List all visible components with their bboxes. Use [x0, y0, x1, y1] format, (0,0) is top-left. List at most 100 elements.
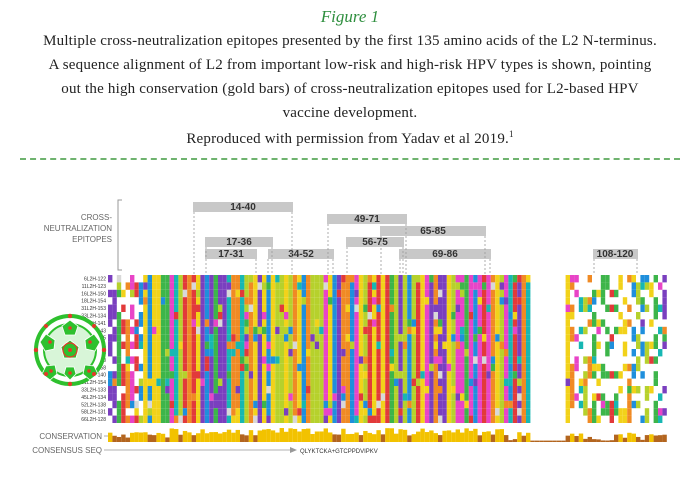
alignment-cell	[433, 378, 438, 386]
alignment-cell	[178, 393, 183, 401]
alignment-cell	[402, 386, 408, 394]
alignment-cell	[477, 304, 482, 312]
alignment-cell	[482, 356, 487, 364]
alignment-cell	[165, 349, 170, 357]
alignment-cell	[266, 275, 271, 283]
alignment-cell	[464, 289, 469, 298]
alignment-cell	[358, 378, 364, 386]
alignment-cell	[319, 371, 324, 379]
alignment-cell	[583, 393, 588, 401]
alignment-cell	[301, 319, 306, 327]
alignment-cell	[112, 386, 117, 394]
alignment-cell	[433, 386, 438, 394]
alignment-cell	[218, 334, 223, 342]
alignment-cell	[240, 289, 245, 298]
alignment-cell	[398, 371, 403, 379]
alignment-cell	[231, 349, 236, 357]
alignment-cell	[121, 415, 126, 423]
alignment-cell	[420, 356, 425, 364]
alignment-cell	[213, 393, 218, 401]
alignment-cell	[653, 378, 658, 386]
alignment-cell	[310, 297, 315, 305]
epitope-label-line-2: NEUTRALIZATION	[44, 224, 113, 233]
alignment-cell	[336, 334, 342, 342]
alignment-cell	[222, 400, 227, 409]
alignment-cell	[323, 386, 328, 394]
alignment-cell	[169, 371, 174, 379]
alignment-cell	[350, 408, 355, 416]
alignment-cell	[226, 349, 232, 357]
alignment-cell	[402, 341, 408, 349]
alignment-cell	[200, 393, 205, 401]
alignment-cell	[394, 408, 399, 416]
alignment-cell	[455, 415, 460, 423]
alignment-cell	[328, 400, 333, 409]
alignment-cell	[314, 378, 320, 386]
alignment-cell	[257, 400, 262, 409]
alignment-cell	[165, 334, 170, 342]
alignment-cell	[596, 319, 601, 327]
alignment-cell	[614, 393, 619, 401]
alignment-cell	[490, 400, 496, 409]
alignment-cell	[499, 408, 504, 416]
alignment-cell	[473, 282, 478, 290]
alignment-cell	[292, 341, 298, 349]
alignment-cell	[376, 363, 381, 372]
alignment-cell	[112, 289, 117, 298]
alignment-cell	[336, 356, 342, 364]
alignment-cell	[143, 415, 148, 423]
alignment-cell	[372, 282, 377, 290]
alignment-cell	[257, 341, 262, 349]
alignment-cell	[486, 378, 491, 386]
alignment-cell	[262, 400, 267, 409]
alignment-cell	[512, 371, 518, 379]
conservation-bar	[350, 433, 355, 442]
conservation-bar	[543, 440, 548, 442]
alignment-cell	[134, 400, 139, 409]
alignment-cell	[504, 289, 509, 298]
alignment-cell	[284, 371, 289, 379]
alignment-cell	[306, 408, 311, 416]
alignment-cell	[262, 326, 267, 335]
alignment-cell	[310, 371, 315, 379]
alignment-cell	[354, 312, 359, 320]
alignment-cell	[398, 400, 403, 409]
conservation-bar	[583, 438, 588, 442]
alignment-cell	[490, 326, 496, 335]
alignment-cell	[143, 400, 148, 409]
conservation-bar	[394, 433, 399, 442]
alignment-cell	[372, 371, 377, 379]
alignment-cell	[266, 371, 271, 379]
alignment-cell	[297, 400, 302, 409]
alignment-cell	[367, 378, 372, 386]
alignment-cell	[152, 334, 157, 342]
alignment-cell	[244, 312, 249, 320]
conservation-bar	[477, 435, 482, 442]
alignment-cell	[499, 349, 504, 357]
alignment-cell	[372, 356, 377, 364]
alignment-cell	[248, 378, 254, 386]
alignment-cell	[389, 275, 394, 283]
alignment-cell	[319, 378, 324, 386]
alignment-cell	[125, 415, 130, 423]
alignment-cell	[332, 356, 337, 364]
alignment-cell	[468, 341, 474, 349]
conservation-bar	[222, 432, 227, 442]
alignment-cell	[279, 393, 284, 401]
alignment-cell	[257, 415, 262, 423]
alignment-cell	[196, 349, 201, 357]
alignment-cell	[433, 304, 438, 312]
conservation-bar	[614, 434, 619, 442]
alignment-cell	[451, 415, 456, 423]
alignment-cell	[499, 297, 504, 305]
alignment-cell	[495, 408, 500, 416]
alignment-cell	[570, 304, 575, 312]
alignment-cell	[213, 275, 218, 283]
alignment-cell	[631, 282, 636, 290]
alignment-cell	[130, 378, 135, 386]
alignment-cell	[596, 415, 601, 423]
alignment-cell	[169, 289, 174, 298]
alignment-cell	[262, 408, 267, 416]
alignment-cell	[288, 356, 293, 364]
alignment-cell	[231, 378, 236, 386]
